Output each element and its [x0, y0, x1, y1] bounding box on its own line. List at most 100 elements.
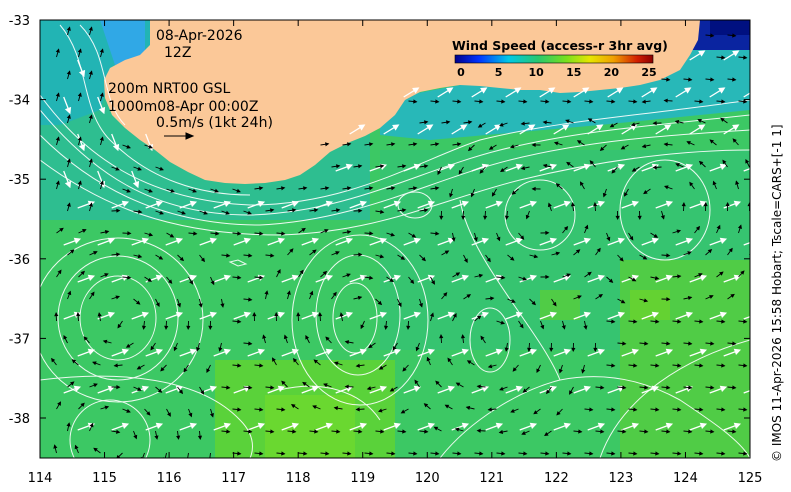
wind-arrow: [641, 311, 660, 320]
current-arrow: [309, 249, 317, 256]
current-arrow: [661, 297, 671, 302]
current-arrow: [313, 359, 321, 366]
current-arrow: [375, 209, 385, 214]
current-arrow: [423, 403, 431, 410]
current-arrow: [496, 451, 506, 456]
wind-arrow: [281, 348, 300, 357]
wind-arrow: [335, 311, 354, 320]
current-arrow: [272, 357, 277, 366]
current-arrow: [333, 361, 343, 366]
wind-arrow: [573, 163, 592, 172]
current-arrow: [386, 232, 396, 237]
current-arrow: [183, 364, 189, 373]
current-arrow: [177, 210, 186, 215]
current-arrow: [309, 429, 319, 434]
wind-arrow: [539, 385, 558, 394]
current-arrow: [488, 144, 497, 150]
current-arrow: [397, 164, 407, 169]
current-arrow: [452, 312, 457, 322]
current-arrow: [51, 357, 57, 366]
current-arrow: [511, 188, 519, 195]
current-arrow: [99, 136, 104, 146]
current-arrow: [254, 451, 264, 456]
current-arrow: [452, 99, 462, 104]
wind-arrow: [213, 274, 232, 283]
current-arrow: [155, 298, 160, 308]
current-arrow: [426, 356, 431, 366]
current-arrow: [56, 401, 62, 410]
wind-arrow: [655, 274, 674, 283]
wind-arrow: [179, 422, 198, 431]
current-arrow: [540, 274, 550, 280]
current-arrow: [573, 249, 581, 256]
current-arrow: [125, 342, 134, 348]
current-arrow: [697, 119, 706, 124]
current-arrow: [430, 142, 440, 147]
current-arrow: [243, 297, 253, 302]
current-arrow: [331, 429, 341, 434]
current-arrow: [198, 298, 203, 308]
wind-arrow: [607, 237, 626, 246]
wind-arrow: [539, 237, 558, 246]
current-arrow: [287, 248, 294, 256]
current-arrow: [100, 273, 109, 278]
wind-arrow: [655, 124, 672, 135]
current-arrow: [749, 298, 750, 300]
current-arrow: [290, 404, 299, 410]
current-arrow: [323, 383, 332, 388]
current-arrow: [243, 341, 253, 346]
current-arrow: [639, 429, 649, 434]
current-arrow: [265, 385, 275, 390]
current-arrow: [166, 188, 175, 193]
current-arrow: [99, 180, 104, 190]
current-arrow: [66, 202, 71, 212]
legend-tick-label: 10: [529, 66, 545, 79]
current-arrow: [593, 202, 598, 212]
sea-east-zone: [620, 260, 750, 458]
current-arrow: [672, 363, 682, 368]
current-arrow: [518, 276, 527, 281]
current-arrow: [155, 166, 164, 171]
wind-arrow: [675, 237, 694, 246]
current-arrow: [579, 181, 585, 190]
current-arrow: [430, 276, 435, 285]
wind-arrow: [437, 385, 456, 394]
current-arrow: [88, 70, 93, 80]
current-arrow: [576, 140, 585, 146]
wind-arrow: [213, 422, 232, 431]
current-arrow: [540, 451, 550, 456]
current-arrow: [584, 271, 592, 278]
wind-arrow: [743, 390, 750, 394]
wind-arrow: [315, 422, 334, 431]
current-arrow: [738, 55, 748, 60]
current-arrow: [188, 408, 193, 418]
wind-arrow: [417, 422, 436, 431]
current-arrow: [487, 407, 497, 412]
current-arrow: [606, 276, 614, 283]
lat-tick-label: -35: [9, 173, 30, 188]
current-arrow: [232, 319, 242, 324]
wind-arrow: [573, 237, 592, 246]
current-arrow: [531, 142, 541, 148]
lon-tick-label: 114: [28, 471, 53, 486]
current-arrow: [602, 188, 607, 198]
current-arrow: [88, 158, 93, 168]
current-arrow: [694, 319, 704, 324]
current-arrow: [333, 406, 343, 411]
current-arrow: [525, 210, 530, 220]
current-arrow: [606, 99, 616, 104]
current-arrow: [298, 451, 308, 456]
current-arrow: [122, 231, 132, 236]
current-arrow: [705, 248, 713, 256]
current-arrow: [55, 92, 60, 102]
current-arrow: [386, 186, 396, 191]
wind-arrow: [281, 422, 300, 431]
current-arrow: [749, 342, 750, 344]
current-arrow: [66, 26, 71, 36]
current-arrow: [491, 188, 497, 197]
current-arrow: [441, 120, 451, 125]
current-arrow: [683, 251, 692, 256]
current-arrow: [562, 451, 572, 456]
current-arrow: [463, 254, 468, 263]
current-arrow: [641, 144, 651, 149]
